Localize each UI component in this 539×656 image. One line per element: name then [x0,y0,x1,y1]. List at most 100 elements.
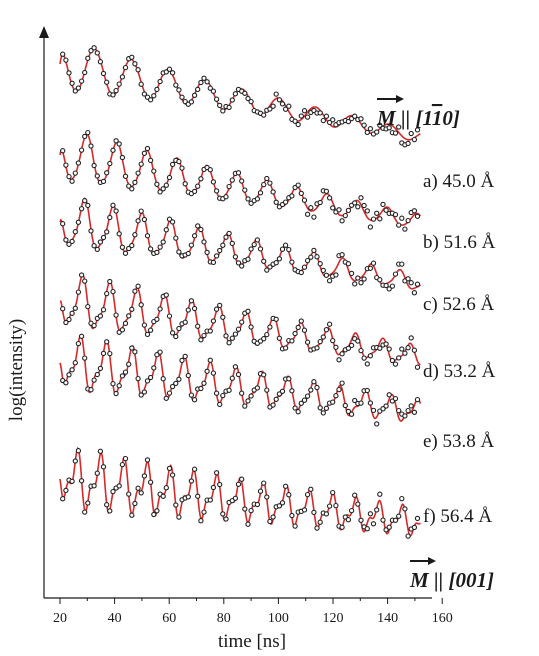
data-point [220,242,226,248]
data-point [163,395,169,401]
data-point [367,265,374,271]
data-point [66,316,72,323]
data-point [392,211,399,218]
data-point [339,351,345,357]
data-point [345,517,352,523]
data-point [386,392,392,398]
data-point [154,352,160,358]
data-point [129,512,135,518]
data-point [345,207,352,214]
data-point [169,161,176,168]
data-point [132,232,138,238]
data-point [223,194,229,200]
data-point [138,161,144,167]
data-point [204,368,210,374]
data-point [239,178,245,184]
data-point [295,121,301,128]
data-point [405,140,411,147]
data-point [383,403,389,409]
data-point [355,204,361,210]
data-point [232,254,239,260]
data-point [267,180,273,186]
data-point [173,333,179,340]
data-point [358,517,364,523]
data-point [198,176,204,182]
series-f [59,446,421,539]
data-point [301,507,308,513]
x-tick-label: 140 [377,611,398,626]
data-point [374,421,380,427]
annotation-top-overbar: 1 [432,106,443,130]
data-point [210,179,217,185]
data-point [220,108,226,114]
data-point [292,118,298,124]
data-point [104,339,110,345]
data-point [195,223,201,229]
data-point [276,97,283,103]
data-point [147,157,154,164]
data-point [261,258,267,264]
data-point [110,488,116,495]
data-point [323,272,330,278]
data-point [195,323,201,329]
annotation-bottom-text: || [001] [434,568,494,592]
annotation-top-text: || [1 [401,106,432,130]
data-point [119,74,126,80]
data-point [254,237,261,243]
data-point [176,514,182,520]
data-point [267,324,273,330]
data-point [195,86,201,93]
series-d [59,272,421,370]
data-point [132,500,138,507]
data-point [311,247,317,254]
data-point [364,387,370,394]
data-point [235,260,242,266]
data-point [91,243,97,249]
data-point [94,246,100,253]
data-point [279,500,286,506]
data-point [113,390,119,397]
data-point [377,122,383,128]
data-point [210,484,217,491]
data-point [144,457,151,463]
data-point [323,327,330,333]
data-point [229,240,235,247]
data-point [282,242,289,248]
data-point [239,476,245,482]
data-point [292,405,298,411]
data-point [242,506,248,512]
data-point [383,341,389,347]
data-point [78,206,85,212]
data-point [399,261,405,267]
data-point [298,113,304,119]
data-point [311,509,317,516]
data-point [339,380,345,386]
data-point [352,397,358,404]
data-point [239,263,245,269]
data-point [405,407,411,414]
data-point [110,92,116,98]
data-point [330,117,336,123]
data-point [235,481,242,487]
data-point [110,202,116,208]
data-point [217,302,223,309]
data-point [104,502,110,508]
data-point [91,483,97,489]
data-point [414,213,421,219]
data-point [198,385,204,392]
series-label: f) 56.4 Å [423,506,492,527]
data-point [213,253,220,259]
data-point [317,405,323,411]
annotation-top: M || [110] [376,95,460,130]
x-tick-label: 60 [162,611,176,626]
data-point [141,150,148,156]
data-point [191,233,198,239]
data-point [185,250,191,257]
series-label: b) 51.6 Å [423,232,496,253]
data-point [345,408,352,415]
data-point [251,241,257,248]
data-point [352,492,358,498]
data-point [392,271,399,277]
data-point [339,218,345,224]
